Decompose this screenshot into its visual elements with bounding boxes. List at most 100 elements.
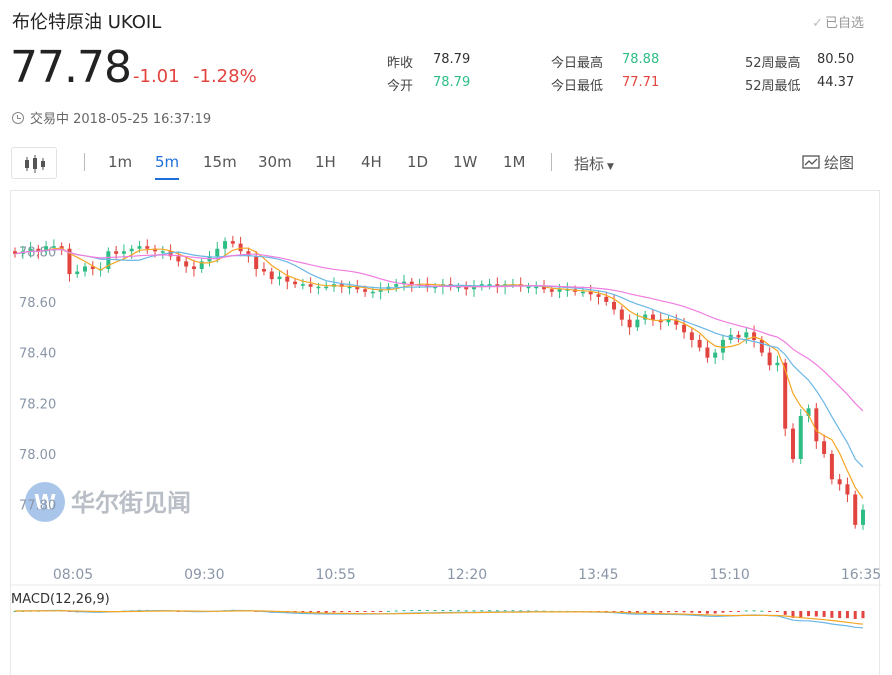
macd-bar bbox=[394, 610, 398, 612]
candle-body bbox=[176, 256, 181, 262]
candle-body bbox=[269, 271, 274, 280]
candle-body bbox=[90, 266, 95, 269]
watchlist-label: 已自选 bbox=[824, 16, 864, 31]
candle-body bbox=[767, 352, 772, 366]
day-low-label: 今日最低 bbox=[551, 79, 604, 94]
candle-body bbox=[557, 289, 562, 292]
ma-line bbox=[14, 248, 864, 468]
period-1h[interactable]: 1H bbox=[315, 153, 336, 171]
candle-body bbox=[759, 339, 764, 353]
macd-bar bbox=[371, 611, 375, 612]
x-tick-label: 08:05 bbox=[53, 567, 93, 583]
candle-body bbox=[674, 319, 679, 325]
watermark-text: 华尔街见闻 bbox=[71, 489, 191, 517]
candle-body bbox=[806, 408, 811, 416]
candle-body bbox=[59, 246, 64, 249]
watchlist-toggle[interactable]: ✓ 已自选 bbox=[812, 12, 864, 31]
macd-bar bbox=[635, 611, 639, 614]
macd-bar bbox=[332, 611, 336, 613]
period-1m[interactable]: 1m bbox=[108, 153, 133, 171]
candle-body bbox=[293, 281, 298, 285]
day-high-label: 今日最高 bbox=[551, 56, 604, 71]
macd-bar bbox=[651, 611, 655, 613]
macd-bar bbox=[705, 611, 709, 614]
macd-bar bbox=[674, 611, 678, 613]
candle-body bbox=[13, 251, 17, 254]
macd-bar bbox=[775, 611, 779, 612]
candlestick-icon bbox=[25, 155, 45, 173]
day-high-value: 78.88 bbox=[622, 52, 660, 67]
logo-icon-glyph: W bbox=[34, 490, 56, 514]
price-change: -1.01 bbox=[133, 66, 180, 87]
macd-bar bbox=[503, 610, 507, 612]
candle-body bbox=[339, 284, 344, 287]
macd-bar bbox=[386, 610, 390, 612]
candle-body bbox=[619, 309, 624, 320]
period-1w[interactable]: 1W bbox=[453, 153, 478, 171]
candle-body bbox=[612, 301, 617, 310]
period-5m[interactable]: 5m bbox=[155, 153, 180, 180]
candle-body bbox=[83, 266, 88, 272]
candle-body bbox=[254, 256, 259, 269]
macd-bar bbox=[690, 611, 694, 613]
candle-body bbox=[736, 334, 741, 338]
macd-bar bbox=[324, 611, 328, 613]
candle-body bbox=[199, 261, 204, 269]
period-1d[interactable]: 1D bbox=[407, 153, 429, 171]
macd-bar bbox=[379, 611, 383, 612]
caret-down-icon: ▼ bbox=[607, 162, 614, 172]
candle-body bbox=[153, 248, 158, 252]
candle-body bbox=[549, 289, 554, 292]
macd-bar bbox=[480, 610, 484, 612]
macd-bar bbox=[410, 610, 414, 612]
macd-bar bbox=[744, 610, 748, 612]
week52-high-value: 80.50 bbox=[817, 52, 855, 67]
candle-body bbox=[495, 284, 500, 287]
candle-body bbox=[401, 281, 406, 285]
macd-line bbox=[15, 610, 864, 625]
period-4h[interactable]: 4H bbox=[361, 153, 382, 171]
period-15m[interactable]: 15m bbox=[203, 153, 237, 171]
draw-button[interactable]: 绘图 bbox=[802, 152, 854, 173]
candle-body bbox=[67, 248, 72, 275]
candle-body bbox=[44, 246, 49, 252]
macd-bar bbox=[495, 610, 499, 612]
macd-bar bbox=[472, 610, 476, 612]
candle-body bbox=[456, 286, 461, 289]
indicator-dropdown[interactable]: 指标 ▼ bbox=[574, 153, 614, 174]
candle-body bbox=[565, 289, 570, 291]
macd-bar bbox=[783, 611, 787, 615]
candle-body bbox=[184, 261, 189, 267]
macd-bar bbox=[713, 611, 717, 614]
period-30m[interactable]: 30m bbox=[258, 153, 292, 171]
candle-body bbox=[433, 286, 438, 289]
macd-bar bbox=[791, 611, 795, 618]
candle-body bbox=[75, 271, 80, 275]
macd-bar bbox=[822, 611, 826, 617]
period-1mo[interactable]: 1M bbox=[503, 153, 526, 171]
macd-bar bbox=[441, 610, 445, 612]
last-price: 77.78 bbox=[10, 42, 132, 93]
candle-body bbox=[370, 291, 375, 294]
x-tick-label: 12:20 bbox=[447, 567, 487, 583]
x-tick-label: 16:35 bbox=[841, 567, 881, 583]
candlestick-type-button[interactable] bbox=[11, 147, 57, 179]
candle-body bbox=[145, 246, 150, 249]
x-tick-label: 09:30 bbox=[184, 567, 224, 583]
candle-body bbox=[744, 332, 749, 338]
y-tick-label: 78.60 bbox=[19, 296, 56, 311]
macd-bar bbox=[464, 610, 468, 612]
candle-body bbox=[526, 286, 531, 289]
candle-body bbox=[829, 453, 834, 480]
candle-body bbox=[215, 248, 220, 257]
open-value: 78.79 bbox=[433, 75, 471, 90]
candle-body bbox=[238, 243, 243, 252]
chart-area[interactable]: W 华尔街见闻 78.80 78.60 78.40 78.20 78.00 77.80 0… bbox=[10, 190, 881, 675]
macd-bar bbox=[519, 610, 523, 612]
candle-body bbox=[534, 286, 539, 289]
day-low-value: 77.71 bbox=[622, 75, 660, 90]
candle-body bbox=[472, 286, 477, 290]
macd-bar bbox=[768, 611, 772, 612]
macd-bar bbox=[456, 610, 460, 612]
